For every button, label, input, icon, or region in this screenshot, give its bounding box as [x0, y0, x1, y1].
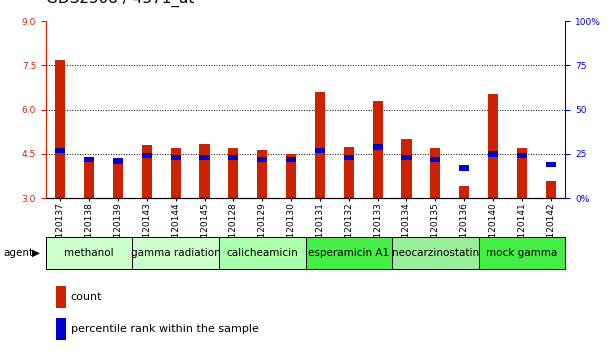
Bar	[488, 152, 498, 156]
Bar	[142, 153, 152, 159]
Bar	[84, 156, 94, 162]
Bar	[306, 237, 392, 269]
Bar	[546, 162, 556, 167]
Bar	[257, 156, 267, 162]
Bar	[401, 139, 412, 198]
Bar	[56, 286, 65, 308]
Bar	[133, 237, 219, 269]
Bar	[113, 159, 123, 164]
Bar	[55, 59, 65, 198]
Text: ▶: ▶	[32, 248, 40, 258]
Bar	[142, 145, 152, 198]
Text: GDS2508 / 4371_at: GDS2508 / 4371_at	[46, 0, 194, 7]
Bar	[219, 237, 306, 269]
Text: gamma radiation: gamma radiation	[131, 248, 221, 258]
Bar	[344, 147, 354, 198]
Bar	[459, 187, 469, 198]
Bar	[401, 155, 412, 160]
Text: esperamicin A1: esperamicin A1	[308, 248, 389, 258]
Bar	[46, 237, 133, 269]
Bar	[84, 160, 94, 198]
Bar	[56, 318, 65, 340]
Bar	[286, 156, 296, 162]
Text: neocarzinostatin: neocarzinostatin	[392, 248, 479, 258]
Bar	[373, 101, 382, 198]
Bar	[315, 148, 325, 153]
Bar	[459, 166, 469, 171]
Text: count: count	[71, 292, 102, 302]
Bar	[430, 148, 441, 198]
Bar	[199, 155, 210, 160]
Bar	[392, 237, 478, 269]
Bar	[315, 92, 325, 198]
Text: percentile rank within the sample: percentile rank within the sample	[71, 324, 258, 334]
Bar	[478, 237, 565, 269]
Text: mock gamma: mock gamma	[486, 248, 557, 258]
Bar	[488, 93, 498, 198]
Bar	[373, 144, 382, 149]
Bar	[344, 155, 354, 160]
Bar	[199, 144, 210, 198]
Text: methanol: methanol	[64, 248, 114, 258]
Bar	[113, 163, 123, 198]
Bar	[430, 156, 441, 162]
Bar	[170, 155, 181, 160]
Text: calicheamicin: calicheamicin	[226, 248, 298, 258]
Bar	[229, 148, 238, 198]
Bar	[170, 148, 181, 198]
Bar	[286, 154, 296, 198]
Bar	[257, 149, 267, 198]
Bar	[517, 148, 527, 198]
Bar	[229, 155, 238, 160]
Bar	[546, 181, 556, 198]
Bar	[55, 148, 65, 153]
Bar	[517, 153, 527, 159]
Text: agent: agent	[3, 248, 33, 258]
